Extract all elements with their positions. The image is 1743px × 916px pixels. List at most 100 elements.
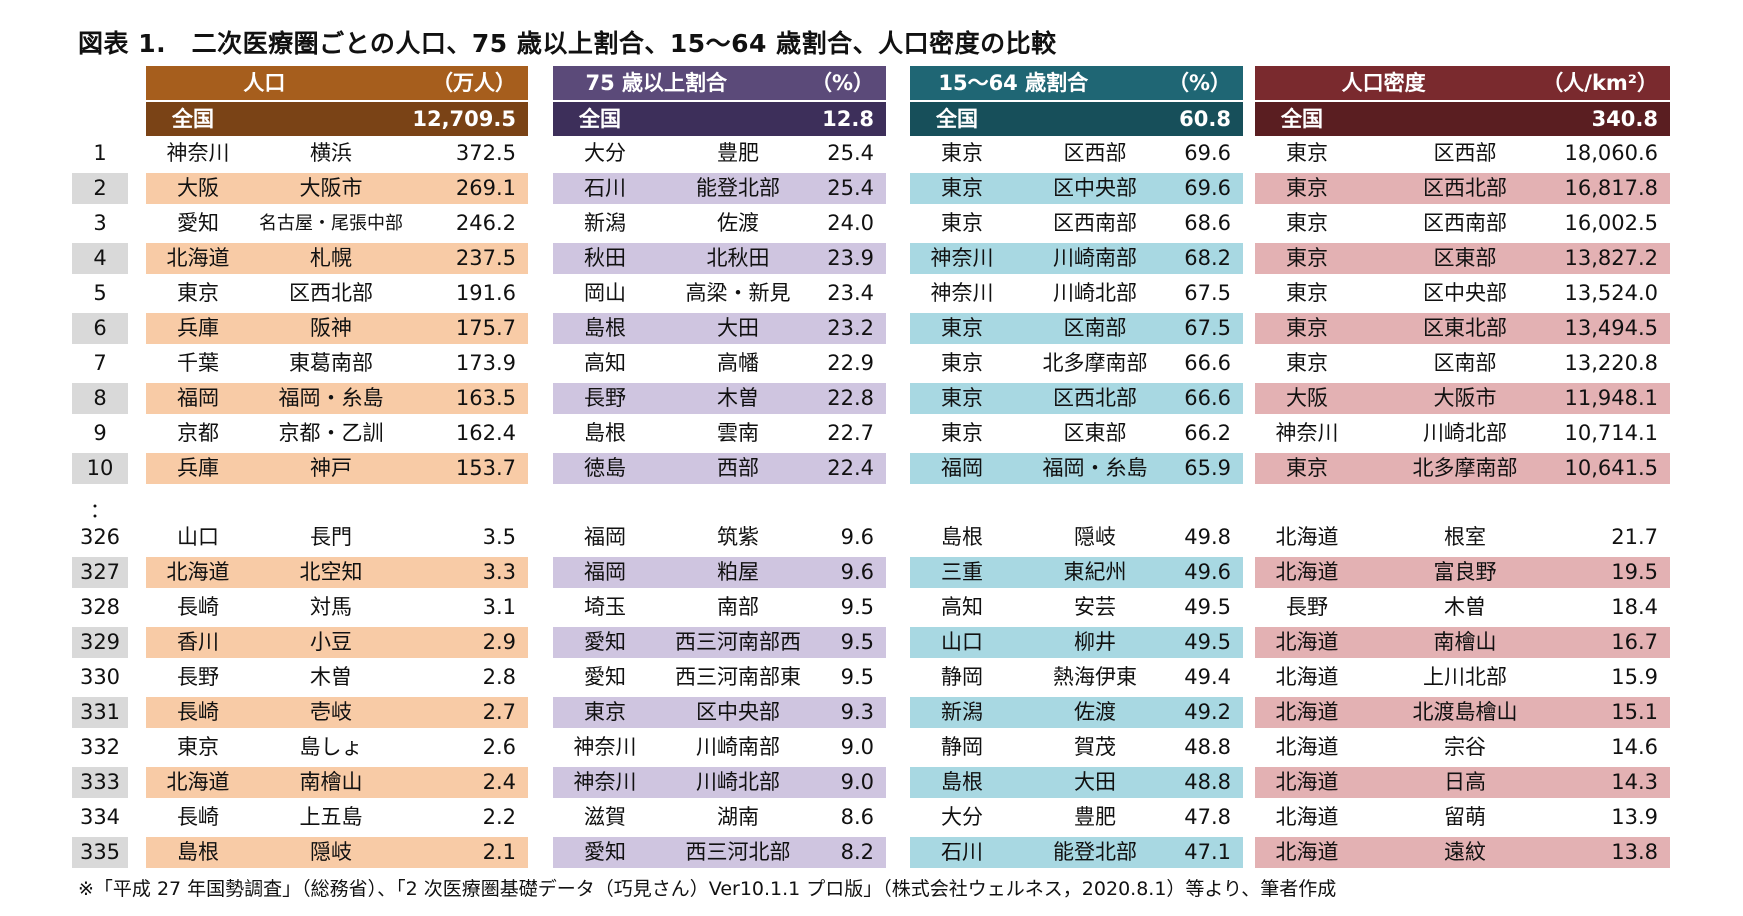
- area-cell: 区西北部: [289, 281, 373, 305]
- prefecture-cell: 愛知: [584, 630, 626, 654]
- prefecture-cell: 北海道: [166, 560, 230, 584]
- table-row: 東京 区東北部 13,494.5: [1255, 313, 1670, 344]
- prefecture-cell: 三重: [941, 560, 983, 584]
- prefecture-cell: 東京: [1286, 176, 1328, 200]
- prefecture-cell: 島根: [941, 525, 983, 549]
- table-row: 東京 区西北部 16,817.8: [1255, 173, 1670, 204]
- table-row: 島根 大田 48.8: [910, 767, 1243, 798]
- value-cell: 14.3: [1611, 770, 1658, 794]
- table-header-title: 15～64 歳割合: [938, 71, 1089, 95]
- prefecture-cell: 東京: [1286, 351, 1328, 375]
- value-cell: 22.7: [827, 421, 874, 445]
- rank-label: 333: [72, 767, 128, 798]
- area-cell: 賀茂: [1074, 735, 1116, 759]
- value-cell: 49.4: [1184, 665, 1231, 689]
- area-cell: 福岡・糸島: [1042, 456, 1148, 480]
- area-cell: 西三河北部: [685, 840, 791, 864]
- area-cell: 遠紋: [1444, 840, 1486, 864]
- table-row: 兵庫 阪神 175.7: [146, 313, 528, 344]
- rank-label: 7: [93, 351, 107, 375]
- value-cell: 22.4: [827, 456, 874, 480]
- area-cell: 西部: [717, 456, 759, 480]
- rank-label: 6: [72, 313, 128, 344]
- value-cell: 173.9: [455, 351, 516, 375]
- rank-label: 4: [72, 243, 128, 274]
- table-row: 東京 区東部 66.2: [910, 418, 1243, 449]
- table-row: 大分 豊肥 47.8: [910, 802, 1243, 833]
- table-row: 北海道 北空知 3.3: [146, 557, 528, 588]
- value-cell: 69.6: [1184, 141, 1231, 165]
- value-cell: 175.7: [455, 316, 516, 340]
- table-row: 長野 木曽 2.8: [146, 662, 528, 693]
- prefecture-cell: 北海道: [1275, 840, 1339, 864]
- area-cell: 区西部: [1063, 141, 1127, 165]
- table-row: 高知 高幡 22.9: [553, 348, 886, 379]
- prefecture-cell: 東京: [1286, 456, 1328, 480]
- prefecture-cell: 長野: [584, 386, 626, 410]
- table-row: 新潟 佐渡 24.0: [553, 208, 886, 239]
- area-cell: 東葛南部: [289, 351, 373, 375]
- area-cell: 木曽: [1444, 595, 1486, 619]
- value-cell: 8.6: [840, 805, 874, 829]
- table-row: 石川 能登北部 25.4: [553, 173, 886, 204]
- value-cell: 47.8: [1184, 805, 1231, 829]
- area-cell: 東紀州: [1063, 560, 1127, 584]
- table-age75: 75 歳以上割合 （%） 全国 12.8 大分 豊肥 25.4 石川 能登北部 25.4 新潟 佐渡 2…: [553, 66, 886, 868]
- area-cell: 区南部: [1433, 351, 1497, 375]
- table-row: 新潟 佐渡 49.2: [910, 697, 1243, 728]
- area-cell: 北多摩南部: [1412, 456, 1518, 480]
- prefecture-cell: 島根: [584, 316, 626, 340]
- prefecture-cell: 島根: [177, 840, 219, 864]
- prefecture-cell: 大阪: [177, 176, 219, 200]
- area-cell: 北渡島檜山: [1412, 700, 1518, 724]
- rank-label: 328: [79, 595, 121, 619]
- area-cell: 柳井: [1074, 630, 1116, 654]
- value-cell: 16.7: [1611, 630, 1658, 654]
- rank-label: 335: [72, 837, 128, 868]
- area-cell: 日高: [1444, 770, 1486, 794]
- value-cell: 13,494.5: [1564, 316, 1658, 340]
- value-cell: 3.3: [482, 560, 516, 584]
- table-row: 徳島 西部 22.4: [553, 453, 886, 484]
- table-row: 兵庫 神戸 153.7: [146, 453, 528, 484]
- prefecture-cell: 福岡: [177, 386, 219, 410]
- prefecture-cell: 静岡: [941, 665, 983, 689]
- table-row: 北海道 富良野 19.5: [1255, 557, 1670, 588]
- value-cell: 13,220.8: [1564, 351, 1658, 375]
- area-cell: 大田: [1074, 770, 1116, 794]
- prefecture-cell: 神奈川: [573, 770, 637, 794]
- prefecture-cell: 島根: [941, 770, 983, 794]
- prefecture-cell: 神奈川: [166, 141, 230, 165]
- value-cell: 15.9: [1611, 665, 1658, 689]
- area-cell: 南檜山: [299, 770, 363, 794]
- table-row: 福岡 筑紫 9.6: [553, 522, 886, 553]
- rank-label: 329: [72, 627, 128, 658]
- value-cell: 3.5: [482, 525, 516, 549]
- area-cell: 区東部: [1063, 421, 1127, 445]
- table-row: 北海道 南檜山 16.7: [1255, 627, 1670, 658]
- area-cell: 熱海伊東: [1053, 665, 1137, 689]
- area-cell: 川崎南部: [1053, 246, 1137, 270]
- area-cell: 北空知: [299, 560, 363, 584]
- value-cell: 24.0: [827, 211, 874, 235]
- table-row: 島根 隠岐 2.1: [146, 837, 528, 868]
- value-cell: 2.6: [482, 735, 516, 759]
- prefecture-cell: 大阪: [1286, 386, 1328, 410]
- value-cell: 2.7: [482, 700, 516, 724]
- prefecture-cell: 福岡: [941, 456, 983, 480]
- area-cell: 区中央部: [1423, 281, 1507, 305]
- value-cell: 2.8: [482, 665, 516, 689]
- prefecture-cell: 香川: [177, 630, 219, 654]
- prefecture-cell: 兵庫: [177, 456, 219, 480]
- area-cell: 壱岐: [310, 700, 352, 724]
- prefecture-cell: 北海道: [1275, 770, 1339, 794]
- table-row: 長野 木曽 18.4: [1255, 592, 1670, 623]
- prefecture-cell: 東京: [177, 281, 219, 305]
- value-cell: 162.4: [455, 421, 516, 445]
- prefecture-cell: 山口: [941, 630, 983, 654]
- area-cell: 宗谷: [1444, 735, 1486, 759]
- prefecture-cell: 静岡: [941, 735, 983, 759]
- area-cell: 小豆: [310, 630, 352, 654]
- prefecture-cell: 北海道: [1275, 700, 1339, 724]
- table-row: 長崎 対馬 3.1: [146, 592, 528, 623]
